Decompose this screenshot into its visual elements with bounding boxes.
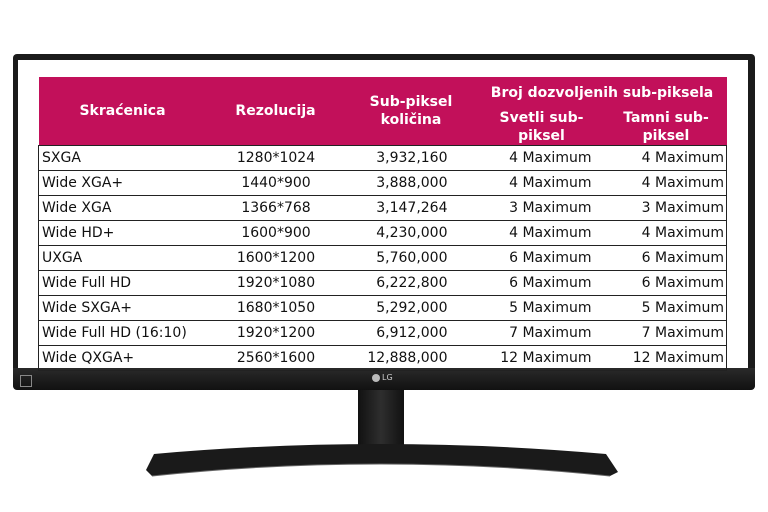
cell-bright: 6 Maximum	[477, 270, 606, 296]
table-row: Wide XGA 1366*768 3,147,264 3 Maximum 3 Maxi…	[38, 195, 728, 221]
cell-abbr: UXGA	[38, 245, 207, 271]
cell-dark: 6 Maximum	[605, 270, 728, 296]
table-row: Wide QXGA+ 2560*1600 12,888,000 12 Maximum 1…	[38, 345, 728, 371]
col-bright: Svetli sub-piksel	[477, 109, 606, 146]
cell-dark: 4 Maximum	[605, 220, 728, 246]
cell-res: 1440*900	[206, 170, 345, 196]
cell-abbr: Wide QXGA+	[38, 345, 207, 371]
cell-abbr: Wide Full HD	[38, 270, 207, 296]
cell-dark: 4 Maximum	[605, 170, 728, 196]
cell-dark: 4 Maximum	[605, 145, 728, 171]
cell-res: 1680*1050	[206, 295, 345, 321]
cell-count: 6,912,000	[344, 320, 478, 346]
energy-star-icon	[20, 375, 32, 387]
cell-dark: 12 Maximum	[605, 345, 728, 371]
cell-abbr: Wide XGA+	[38, 170, 207, 196]
cell-count: 5,760,000	[344, 245, 478, 271]
monitor-stand-neck	[358, 390, 404, 450]
cell-count: 12,888,000	[344, 345, 478, 371]
monitor-chin	[13, 368, 755, 390]
col-dark: Tamni sub-piksel	[605, 109, 727, 146]
cell-res: 1920*1080	[206, 270, 345, 296]
cell-res: 1600*900	[206, 220, 345, 246]
cell-bright: 7 Maximum	[477, 320, 606, 346]
cell-dark: 3 Maximum	[605, 195, 728, 221]
table-row: Wide HD+ 1600*900 4,230,000 4 Maximum 4 Maxi…	[38, 220, 728, 246]
table-row: Wide Full HD (16:10) 1920*1200 6,912,000 7 …	[38, 320, 728, 346]
col-allowed-group: Broj dozvoljenih sub-piksela	[477, 77, 727, 109]
cell-abbr: Wide XGA	[38, 195, 207, 221]
monitor-stand-base	[146, 444, 618, 477]
cell-count: 4,230,000	[344, 220, 478, 246]
cell-dark: 6 Maximum	[605, 245, 728, 271]
cell-abbr: SXGA	[38, 145, 207, 171]
cell-count: 5,292,000	[344, 295, 478, 321]
cell-bright: 12 Maximum	[477, 345, 606, 371]
cell-res: 2560*1600	[206, 345, 345, 371]
cell-count: 6,222,800	[344, 270, 478, 296]
cell-bright: 3 Maximum	[477, 195, 606, 221]
cell-res: 1920*1200	[206, 320, 345, 346]
cell-abbr: Wide HD+	[38, 220, 207, 246]
subpixel-table: Skraćenica Rezolucija Sub-piksel količin…	[38, 77, 728, 371]
cell-count: 3,932,160	[344, 145, 478, 171]
cell-bright: 4 Maximum	[477, 145, 606, 171]
cell-bright: 4 Maximum	[477, 220, 606, 246]
cell-dark: 5 Maximum	[605, 295, 728, 321]
cell-count: 3,888,000	[344, 170, 478, 196]
cell-abbr: Wide Full HD (16:10)	[38, 320, 207, 346]
brand-text: LG	[382, 373, 393, 382]
cell-abbr: Wide SXGA+	[38, 295, 207, 321]
cell-count: 3,147,264	[344, 195, 478, 221]
lg-logo-icon	[372, 373, 380, 382]
table-row: SXGA 1280*1024 3,932,160 4 Maximum 4 Maximum	[38, 145, 728, 171]
cell-dark: 7 Maximum	[605, 320, 728, 346]
lg-logo: LG	[372, 373, 393, 382]
cell-res: 1600*1200	[206, 245, 345, 271]
table-row: UXGA 1600*1200 5,760,000 6 Maximum 6 Maximum	[38, 245, 728, 271]
cell-res: 1280*1024	[206, 145, 345, 171]
cell-bright: 4 Maximum	[477, 170, 606, 196]
table-row: Wide Full HD 1920*1080 6,222,800 6 Maximum 6…	[38, 270, 728, 296]
table-row: Wide SXGA+ 1680*1050 5,292,000 5 Maximum 5 M…	[38, 295, 728, 321]
col-abbr: Skraćenica	[38, 77, 207, 146]
col-subpixel-count: Sub-piksel količina	[344, 77, 478, 146]
cell-bright: 6 Maximum	[477, 245, 606, 271]
cell-res: 1366*768	[206, 195, 345, 221]
col-resolution: Rezolucija	[206, 77, 345, 146]
cell-bright: 5 Maximum	[477, 295, 606, 321]
table-row: Wide XGA+ 1440*900 3,888,000 4 Maximum 4 Max…	[38, 170, 728, 196]
